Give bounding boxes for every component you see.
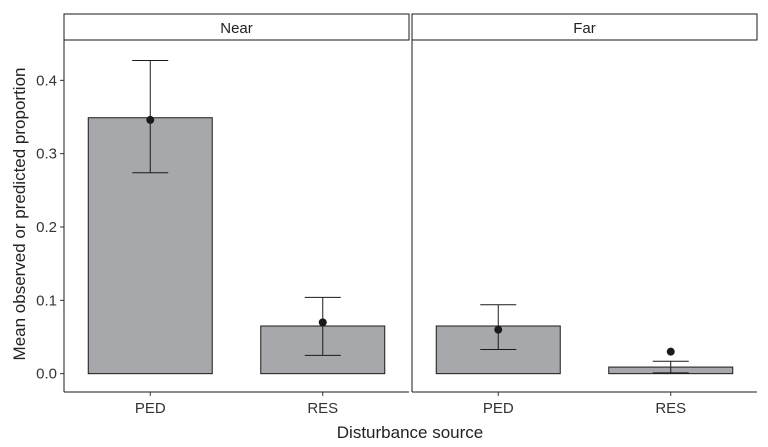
- facet-strip-label: Far: [573, 20, 596, 37]
- y-axis-title: Mean observed or predicted proportion: [10, 68, 29, 361]
- x-tick-label: RES: [307, 400, 338, 417]
- facet-strip: [63, 13, 410, 41]
- y-tick-label: 0.4: [36, 72, 57, 89]
- x-tick-label: RES: [655, 400, 686, 417]
- y-tick-label: 0.0: [36, 366, 57, 383]
- observed-point: [318, 318, 327, 327]
- x-tick-label: PED: [135, 400, 166, 417]
- facet-panels: Near PED RES Far PED RES: [63, 13, 758, 417]
- facet-strip: [411, 13, 758, 41]
- y-tick-label: 0.2: [36, 219, 57, 236]
- panel-far: Far PED RES: [411, 13, 758, 417]
- y-ticks: 0.0 0.1 0.2 0.3 0.4: [36, 72, 64, 383]
- y-axis: 0.0 0.1 0.2 0.3 0.4: [36, 72, 64, 383]
- panel-near: Near PED RES: [63, 13, 410, 417]
- y-tick-label: 0.3: [36, 146, 57, 163]
- observed-point: [146, 115, 155, 124]
- observed-point: [666, 347, 675, 356]
- facet-strip-label: Near: [220, 20, 253, 37]
- x-axis-title: Disturbance source: [337, 423, 483, 442]
- y-tick-label: 0.1: [36, 292, 57, 309]
- observed-point: [494, 325, 503, 334]
- x-tick-label: PED: [483, 400, 514, 417]
